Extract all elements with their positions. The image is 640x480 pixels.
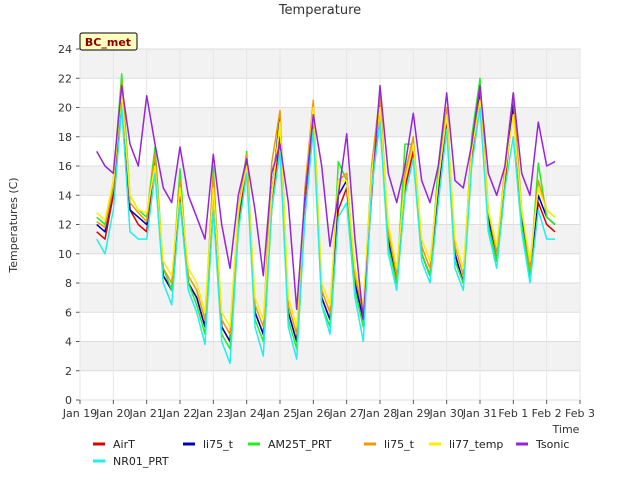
x-tick-label: Jan 24 (228, 407, 263, 420)
grid-band (80, 370, 580, 400)
series-line-tsonic-5 (96, 84, 556, 321)
y-tick-label: 12 (58, 219, 72, 232)
x-tick-label: Jan 22 (162, 407, 197, 420)
y-tick-label: 18 (58, 131, 72, 144)
station-badge: BC_met (79, 32, 138, 51)
legend-label: li75_t (384, 438, 415, 451)
x-tick-label: Jan 20 (95, 407, 130, 420)
y-tick-label: 22 (58, 72, 72, 85)
legend-label: NR01_PRT (113, 455, 169, 468)
y-tick-label: 6 (65, 306, 72, 319)
x-tick-label: Feb 3 (565, 407, 595, 420)
station-label: BC_met (85, 36, 131, 49)
y-tick-label: 24 (58, 43, 72, 56)
series-line-li77-temp-4 (96, 92, 556, 328)
grid-band (80, 78, 580, 108)
grid-band (80, 136, 580, 166)
y-tick-label: 8 (65, 277, 72, 290)
y-tick-label: 10 (58, 248, 72, 261)
y-axis-label: Temperatures (C) (7, 177, 20, 273)
y-tick-label: 16 (58, 160, 72, 173)
y-tick-label: 4 (65, 336, 72, 349)
grid-band (80, 195, 580, 225)
grid-band (80, 107, 580, 137)
legend-label: li75_t (203, 438, 234, 451)
x-tick-label: Jan 26 (295, 407, 330, 420)
x-axis-label: Time (552, 423, 580, 436)
x-tick-label: Jan 29 (395, 407, 430, 420)
series-line-nr01-prt-6 (96, 106, 555, 365)
x-tick-label: Jan 30 (428, 407, 463, 420)
grid-band (80, 253, 580, 283)
x-tick-label: Jan 28 (362, 407, 397, 420)
legend-label: Tsonic (535, 438, 569, 451)
legend-label: AirT (113, 438, 135, 451)
chart-title: Temperature (278, 3, 361, 18)
grid-band (80, 166, 580, 196)
series-lines (96, 73, 556, 365)
y-tick-label: 2 (65, 365, 72, 378)
y-tick-label: 14 (58, 189, 72, 202)
x-tick-label: Jan 27 (328, 407, 363, 420)
x-tick-label: Feb 1 (498, 407, 528, 420)
y-tick-label: 0 (65, 394, 72, 407)
x-tick-label: Jan 21 (128, 407, 163, 420)
grid-band (80, 341, 580, 371)
x-tick-label: Jan 25 (262, 407, 297, 420)
grid-band (80, 49, 580, 79)
x-tick-label: Jan 31 (462, 407, 497, 420)
legend: AirT li75_t AM25T_PRT li75_t li77_temp Tsonic… (93, 438, 569, 468)
x-tick-label: Jan 19 (62, 407, 97, 420)
x-tick-label: Feb 2 (532, 407, 562, 420)
y-tick-label: 20 (58, 102, 72, 115)
x-tick-label: Jan 23 (195, 407, 230, 420)
legend-label: li77_temp (449, 438, 503, 451)
legend-label: AM25T_PRT (268, 438, 332, 451)
